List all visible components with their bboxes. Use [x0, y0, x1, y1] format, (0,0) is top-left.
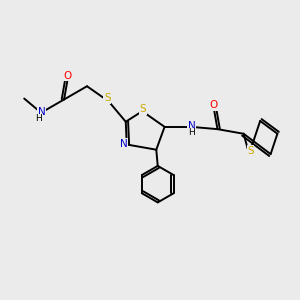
Text: H: H	[35, 114, 42, 123]
Text: S: S	[104, 94, 111, 103]
Text: H: H	[188, 128, 194, 137]
Text: S: S	[140, 104, 146, 114]
Text: O: O	[210, 100, 218, 110]
Text: O: O	[64, 71, 72, 81]
Text: S: S	[247, 146, 254, 156]
Text: N: N	[38, 107, 45, 117]
Text: N: N	[188, 121, 196, 131]
Text: N: N	[120, 139, 128, 149]
